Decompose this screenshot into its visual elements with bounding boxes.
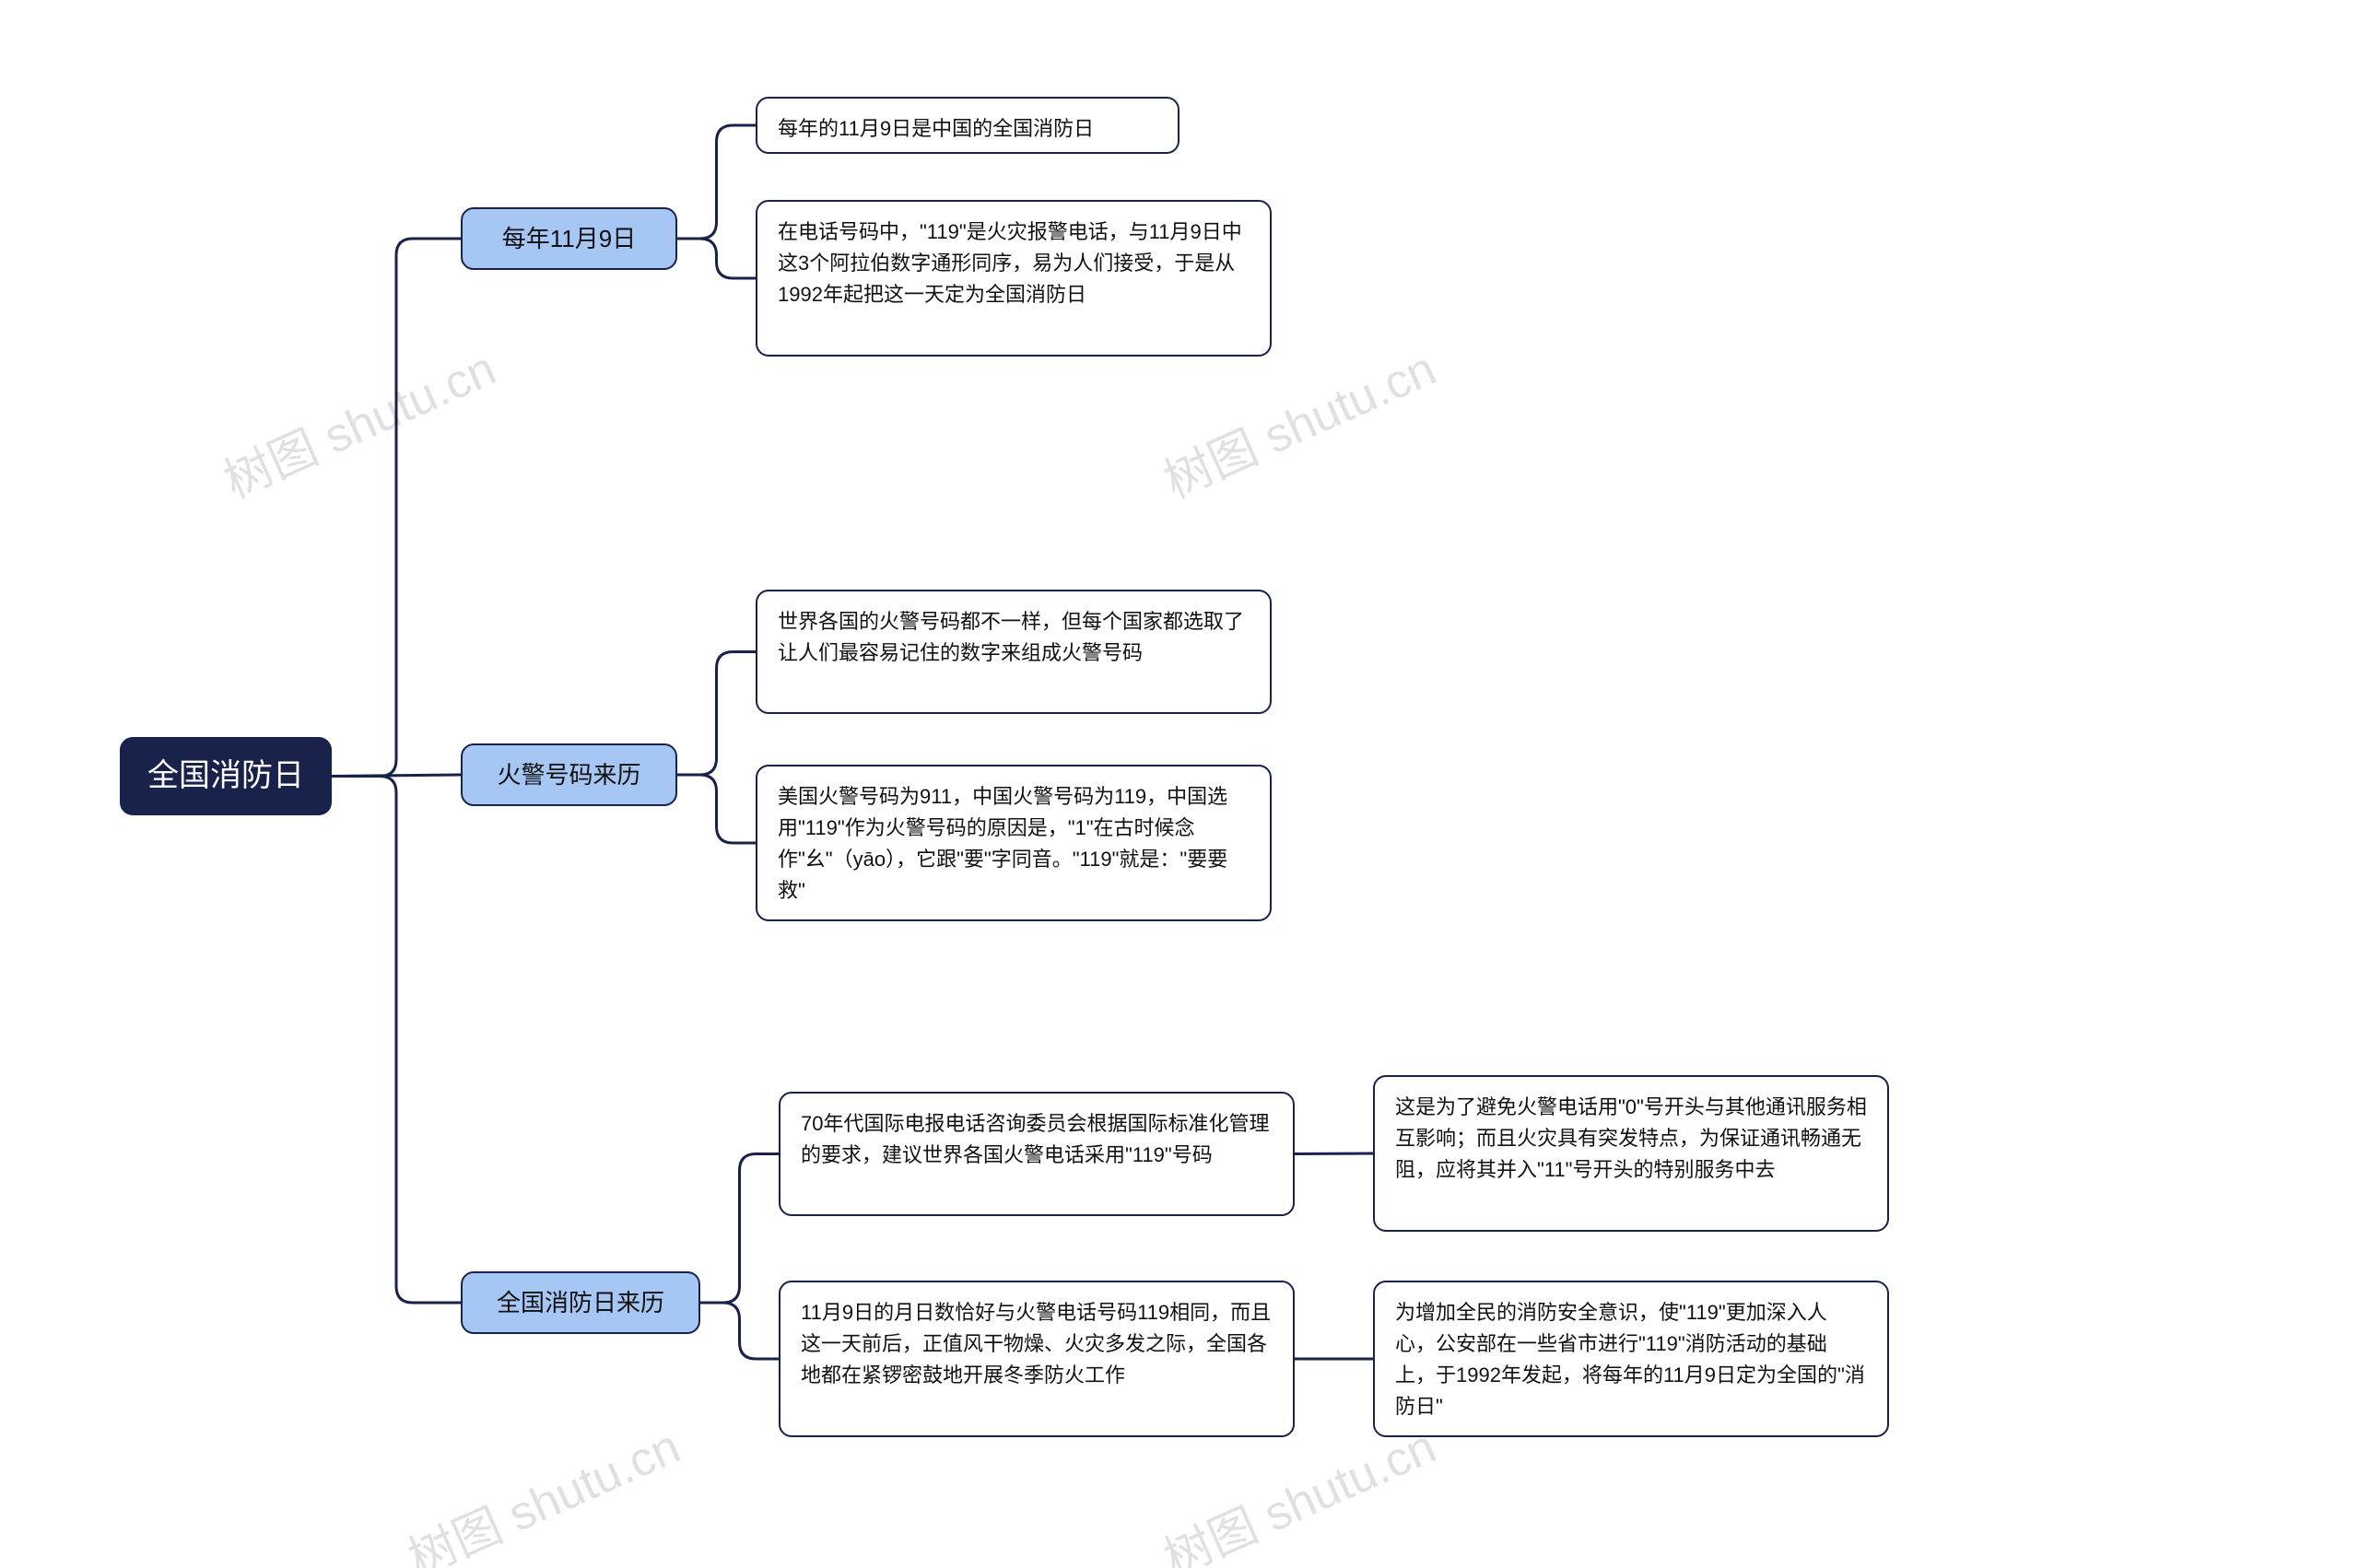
leaf-b2l1: 世界各国的火警号码都不一样，但每个国家都选取了让人们最容易记住的数字来组成火警号…	[756, 590, 1272, 714]
branch-fireday-origin-label: 全国消防日来历	[497, 1284, 664, 1321]
leaf-b2l2-text: 美国火警号码为911，中国火警号码为119，中国选用"119"作为火警号码的原因…	[778, 781, 1250, 907]
watermark-1: 树图 shutu.cn	[211, 330, 504, 511]
root-node: 全国消防日	[120, 737, 332, 815]
leaf-b3l2c: 为增加全民的消防安全意识，使"119"更加深入人心，公安部在一些省市进行"119…	[1373, 1281, 1889, 1437]
leaf-b1l1-text: 每年的11月9日是中国的全国消防日	[778, 113, 1094, 145]
watermark-3: 树图 shutu.cn	[395, 1408, 688, 1568]
leaf-b2l1-text: 世界各国的火警号码都不一样，但每个国家都选取了让人们最容易记住的数字来组成火警号…	[778, 606, 1250, 669]
leaf-b3l1c: 这是为了避免火警电话用"0"号开头与其他通讯服务相互影响；而且火灾具有突发特点，…	[1373, 1075, 1889, 1232]
leaf-b3l2-text: 11月9日的月日数恰好与火警电话号码119相同，而且这一天前后，正值风干物燥、火…	[801, 1297, 1273, 1391]
leaf-b3l1: 70年代国际电报电话咨询委员会根据国际标准化管理的要求，建议世界各国火警电话采用…	[779, 1092, 1295, 1216]
root-label: 全国消防日	[147, 752, 304, 801]
leaf-b3l2: 11月9日的月日数恰好与火警电话号码119相同，而且这一天前后，正值风干物燥、火…	[779, 1281, 1295, 1437]
branch-fire-number-label: 火警号码来历	[497, 756, 640, 793]
leaf-b1l2-text: 在电话号码中，"119"是火灾报警电话，与11月9日中这3个阿拉伯数字通形同序，…	[778, 216, 1250, 310]
leaf-b1l2: 在电话号码中，"119"是火灾报警电话，与11月9日中这3个阿拉伯数字通形同序，…	[756, 200, 1272, 357]
branch-nov9-label: 每年11月9日	[502, 220, 636, 257]
branch-nov9: 每年11月9日	[461, 207, 677, 270]
branch-fire-number: 火警号码来历	[461, 743, 677, 806]
watermark-2: 树图 shutu.cn	[1151, 330, 1444, 511]
leaf-b3l2c-text: 为增加全民的消防安全意识，使"119"更加深入人心，公安部在一些省市进行"119…	[1395, 1297, 1867, 1422]
leaf-b3l1c-text: 这是为了避免火警电话用"0"号开头与其他通讯服务相互影响；而且火灾具有突发特点，…	[1395, 1092, 1867, 1186]
leaf-b1l1: 每年的11月9日是中国的全国消防日	[756, 97, 1180, 154]
leaf-b3l1-text: 70年代国际电报电话咨询委员会根据国际标准化管理的要求，建议世界各国火警电话采用…	[801, 1108, 1273, 1171]
branch-fireday-origin: 全国消防日来历	[461, 1271, 700, 1334]
leaf-b2l2: 美国火警号码为911，中国火警号码为119，中国选用"119"作为火警号码的原因…	[756, 765, 1272, 921]
